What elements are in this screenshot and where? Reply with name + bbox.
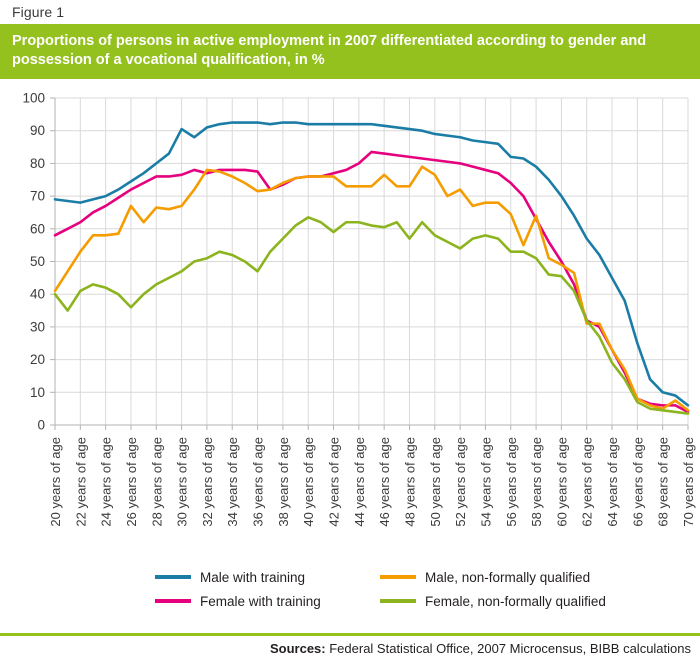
y-axis-tick-label: 50 xyxy=(30,254,45,269)
x-axis-tick-label: 40 years of age xyxy=(301,437,316,527)
x-axis-tick-label: 50 years of age xyxy=(428,437,443,527)
legend-swatch-icon xyxy=(155,599,191,603)
legend-item-male-with-training: Male with training xyxy=(155,565,321,589)
series-line xyxy=(53,121,690,407)
line-chart: 0 10 20 30 40 50 60 70 80 90 100 20 years of age 22… xyxy=(0,80,700,560)
y-axis-tick-labels: 0 10 20 30 40 50 60 70 80 90 100 xyxy=(22,91,45,433)
x-axis-tick-label: 56 years of age xyxy=(504,437,519,527)
grid-layer xyxy=(50,97,689,430)
x-axis-tick-label: 48 years of age xyxy=(402,437,417,527)
y-axis-tick-label: 40 xyxy=(30,287,45,302)
x-axis-tick-label: 66 years of age xyxy=(630,437,645,527)
y-axis-tick-label: 20 xyxy=(30,352,45,367)
legend-item-female-with-training: Female with training xyxy=(155,589,321,613)
x-axis-tick-label: 60 years of age xyxy=(554,437,569,527)
legend-column-2: Male, non-formally qualified Female, non… xyxy=(380,565,606,613)
x-axis-tick-label: 24 years of age xyxy=(99,437,114,527)
x-axis-tick-label: 26 years of age xyxy=(124,437,139,527)
legend-column-1: Male with training Female with training xyxy=(155,565,321,613)
x-axis-tick-label: 54 years of age xyxy=(478,437,493,527)
series-line xyxy=(53,165,690,412)
y-axis-tick-label: 60 xyxy=(30,221,45,236)
figure-title-banner: Proportions of persons in active employm… xyxy=(0,24,700,79)
x-axis-tick-label: 38 years of age xyxy=(276,437,291,527)
x-axis-tick-label: 42 years of age xyxy=(327,437,342,527)
legend-label: Male, non-formally qualified xyxy=(425,569,591,585)
source-line: Sources: Federal Statistical Office, 200… xyxy=(270,641,691,656)
figure-label: Figure 1 xyxy=(12,4,65,20)
x-axis-tick-label: 44 years of age xyxy=(352,437,367,527)
x-axis-tick-label: 46 years of age xyxy=(377,437,392,527)
x-axis-tick-label: 70 years of age xyxy=(681,437,696,527)
x-axis-tick-label: 22 years of age xyxy=(73,437,88,527)
y-axis-tick-label: 0 xyxy=(37,418,45,433)
x-axis-tick-label: 62 years of age xyxy=(580,437,595,527)
y-axis-tick-label: 30 xyxy=(30,319,45,334)
x-axis-tick-labels: 20 years of age 22 years of age 24 years o… xyxy=(48,437,696,527)
series-layer xyxy=(53,121,690,415)
legend-swatch-icon xyxy=(380,575,416,579)
x-axis-tick-label: 58 years of age xyxy=(529,437,544,527)
series-line xyxy=(53,216,690,415)
legend-item-male-non-formally-qualified: Male, non-formally qualified xyxy=(380,565,606,589)
x-axis-tick-label: 32 years of age xyxy=(200,437,215,527)
y-axis-tick-label: 70 xyxy=(30,189,45,204)
y-axis-tick-label: 80 xyxy=(30,156,45,171)
legend-label: Male with training xyxy=(200,569,306,585)
legend-swatch-icon xyxy=(380,599,416,603)
legend-label: Female, non-formally qualified xyxy=(425,593,606,609)
chart-legend: Male with training Female with training … xyxy=(0,565,700,620)
legend-item-female-non-formally-qualified: Female, non-formally qualified xyxy=(380,589,606,613)
x-axis-tick-label: 20 years of age xyxy=(48,437,63,527)
y-axis-tick-label: 100 xyxy=(22,91,45,106)
y-axis-tick-label: 10 xyxy=(30,385,45,400)
x-axis-tick-label: 52 years of age xyxy=(453,437,468,527)
legend-label: Female with training xyxy=(200,593,321,609)
x-axis-tick-label: 34 years of age xyxy=(225,437,240,527)
x-axis-tick-label: 36 years of age xyxy=(251,437,266,527)
source-label: Sources: xyxy=(269,641,326,656)
x-axis-tick-label: 64 years of age xyxy=(605,437,620,527)
legend-swatch-icon xyxy=(155,575,191,579)
x-axis-tick-label: 28 years of age xyxy=(149,437,164,527)
y-axis-tick-label: 90 xyxy=(30,123,45,138)
x-axis-tick-label: 68 years of age xyxy=(656,437,671,527)
source-divider xyxy=(0,633,700,636)
series-line xyxy=(53,150,690,414)
chart-svg: 0 10 20 30 40 50 60 70 80 90 100 20 years of age 22… xyxy=(22,91,696,527)
x-axis-tick-label: 30 years of age xyxy=(175,437,190,527)
source-text: Federal Statistical Office, 2007 Microce… xyxy=(325,641,691,656)
